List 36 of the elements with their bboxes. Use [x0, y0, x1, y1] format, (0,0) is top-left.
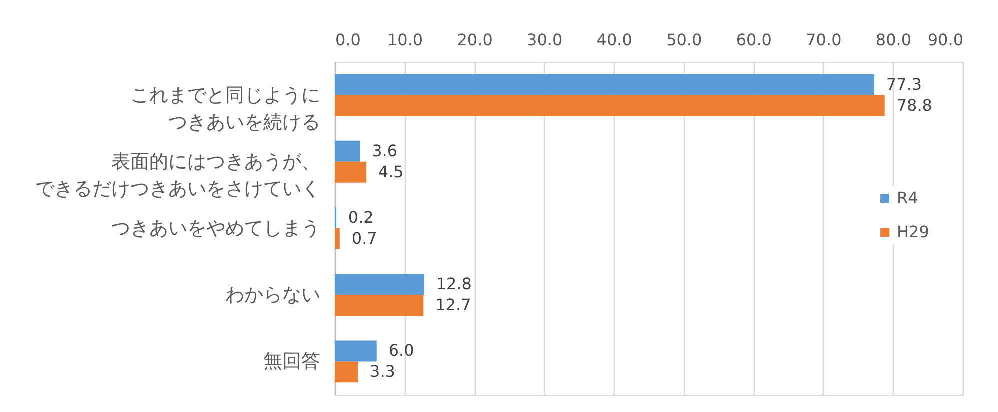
- data-label: 3.3: [370, 362, 396, 382]
- data-label: 77.3: [886, 74, 922, 94]
- bar: [335, 74, 874, 96]
- data-label: 4.5: [378, 162, 404, 182]
- y-tick-label: 表面的にはつきあうが、できるだけつきあいをさけていく: [36, 150, 320, 200]
- y-tick-label: わからない: [226, 284, 320, 306]
- legend-label: H29: [897, 222, 930, 242]
- x-tick-label: 70.0: [806, 30, 842, 50]
- x-tick-label: 30.0: [527, 30, 563, 50]
- x-tick-label: 20.0: [457, 30, 493, 50]
- data-label: 0.2: [348, 208, 374, 228]
- bar: [335, 295, 424, 316]
- bar: [335, 362, 358, 383]
- bar: [335, 140, 360, 162]
- y-tick-label: 無回答: [264, 350, 320, 373]
- bar: [335, 95, 885, 116]
- x-tick-label: 0.0: [336, 30, 361, 50]
- data-label: 12.8: [436, 274, 472, 294]
- x-tick-label: 80.0: [876, 30, 912, 50]
- x-tick-label: 60.0: [736, 30, 772, 50]
- legend-label: R4: [897, 188, 918, 208]
- bar: [335, 274, 424, 296]
- data-label: 3.6: [372, 141, 398, 160]
- x-tick-label: 50.0: [666, 30, 702, 50]
- y-tick-label: これまでと同じようにつきあいを続ける: [130, 84, 320, 134]
- bar: [335, 162, 366, 183]
- bar: [335, 228, 340, 250]
- data-label: 6.0: [388, 341, 414, 360]
- data-label: 12.7: [436, 296, 472, 315]
- x-tick-label: 10.0: [387, 30, 424, 50]
- y-tick-label: つきあいをやめてしまう: [112, 218, 320, 240]
- x-tick-label: 90.0: [928, 30, 964, 50]
- bar: [335, 340, 377, 362]
- data-label: 0.7: [352, 228, 378, 248]
- data-label: 78.8: [896, 96, 932, 115]
- x-tick-label: 40.0: [596, 30, 632, 50]
